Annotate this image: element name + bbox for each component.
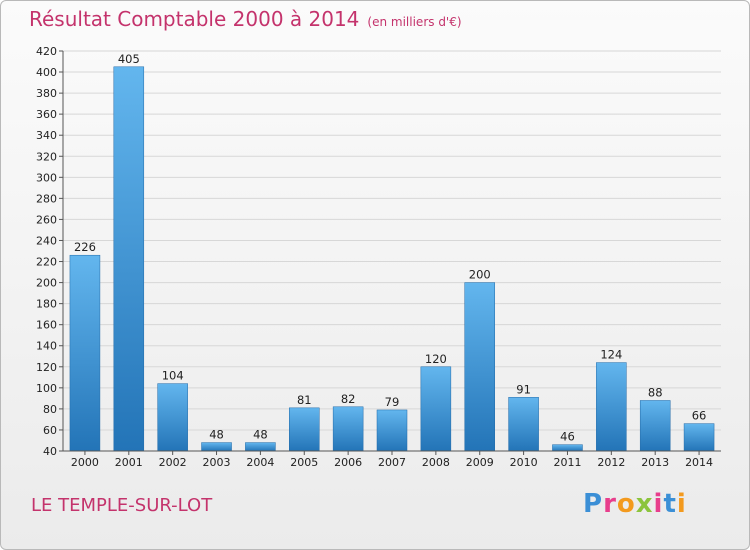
x-tick-label: 2007 <box>378 456 406 469</box>
bar-value-label: 200 <box>469 268 491 282</box>
bar-value-label: 79 <box>385 395 400 409</box>
y-tick-label: 260 <box>36 213 57 226</box>
y-tick-label: 40 <box>43 445 57 458</box>
y-tick-label: 100 <box>36 382 57 395</box>
x-tick-label: 2010 <box>510 456 538 469</box>
logo-letter: t <box>663 489 677 519</box>
chart-unit: (en milliers d'€) <box>367 15 462 29</box>
y-tick-label: 320 <box>36 150 57 163</box>
bar-2012 <box>596 362 627 452</box>
x-tick-label: 2002 <box>159 456 187 469</box>
x-tick-label: 2012 <box>597 456 625 469</box>
y-tick-label: 380 <box>36 87 57 100</box>
x-axis: 2000 2001 2002 2003 2004 2005 2006 2007 2008 2009… <box>63 450 721 469</box>
bar-value-label: 48 <box>253 428 268 442</box>
chart-title: Résultat Comptable 2000 à 2014 (en millie… <box>29 7 462 31</box>
x-tick-label: 2003 <box>203 456 231 469</box>
x-tick-label: 2014 <box>685 456 713 469</box>
y-tick-label: 60 <box>43 424 57 437</box>
x-tick-label: 2005 <box>290 456 318 469</box>
bar-value-label: 226 <box>74 240 96 254</box>
y-tick-label: 340 <box>36 129 57 142</box>
bar-2014 <box>683 423 715 452</box>
x-tick-label: 2006 <box>334 456 362 469</box>
bar-value-label: 46 <box>560 430 575 444</box>
bars: 226 405 104 48 48 81 82 79 120 200 91 46 124 88 66 <box>69 52 715 452</box>
y-tick-label: 280 <box>36 192 57 205</box>
y-tick-label: 240 <box>36 234 57 247</box>
bar-value-label: 124 <box>600 348 622 362</box>
x-tick-label: 2004 <box>246 456 274 469</box>
y-tick-label: 420 <box>36 45 57 58</box>
bar-2000 <box>69 254 101 452</box>
x-tick-label: 2013 <box>641 456 669 469</box>
bar-2009 <box>464 282 495 452</box>
chart-title-text: Résultat Comptable 2000 à 2014 <box>29 7 360 31</box>
bar-2010 <box>508 397 539 452</box>
bar-2001 <box>113 66 145 452</box>
logo-letter: x <box>635 489 654 519</box>
y-tick-label: 80 <box>43 403 57 416</box>
logo-letter: r <box>603 489 617 519</box>
x-tick-label: 2011 <box>553 456 581 469</box>
logo-letter: i <box>653 489 664 519</box>
bar-2005 <box>289 407 320 452</box>
logo-letter: o <box>616 489 636 519</box>
bar-2006 <box>332 406 364 452</box>
x-tick-label: 2000 <box>71 456 99 469</box>
y-tick-label: 200 <box>36 277 57 290</box>
bar-2002 <box>157 383 188 452</box>
x-tick-label: 2001 <box>115 456 143 469</box>
commune-name: LE TEMPLE-SUR-LOT <box>31 495 213 516</box>
x-tick-label: 2008 <box>422 456 450 469</box>
bar-value-label: 48 <box>209 428 224 442</box>
logo-letter: i <box>676 489 687 519</box>
bar-2003 <box>201 442 232 452</box>
bar-value-label: 91 <box>516 382 531 396</box>
y-tick-label: 300 <box>36 171 57 184</box>
y-tick-label: 120 <box>36 361 57 374</box>
bar-2011 <box>552 444 583 452</box>
bar-2004 <box>245 442 276 452</box>
bar-value-label: 405 <box>118 52 140 66</box>
y-tick-label: 180 <box>36 298 57 311</box>
y-tick-label: 220 <box>36 256 57 269</box>
bar-2013 <box>639 400 671 452</box>
y-tick-label: 360 <box>36 108 57 121</box>
x-tick-label: 2009 <box>466 456 494 469</box>
bar-2007 <box>376 409 408 452</box>
bar-value-label: 120 <box>425 352 447 366</box>
bar-value-label: 88 <box>648 385 663 399</box>
bar-value-label: 104 <box>162 369 184 383</box>
y-axis: 40 60 80 100 120 140 160 180 200 220 240 260 280 300 3… <box>36 45 64 458</box>
bar-value-label: 66 <box>692 409 707 423</box>
bar-2008 <box>420 366 452 452</box>
y-tick-label: 400 <box>36 66 57 79</box>
bar-value-label: 82 <box>341 392 356 406</box>
proxiti-logo: Proxiti <box>583 489 687 519</box>
y-tick-label: 160 <box>36 319 57 332</box>
bar-value-label: 81 <box>297 393 312 407</box>
logo-letter: P <box>583 489 604 519</box>
y-tick-label: 140 <box>36 340 57 353</box>
